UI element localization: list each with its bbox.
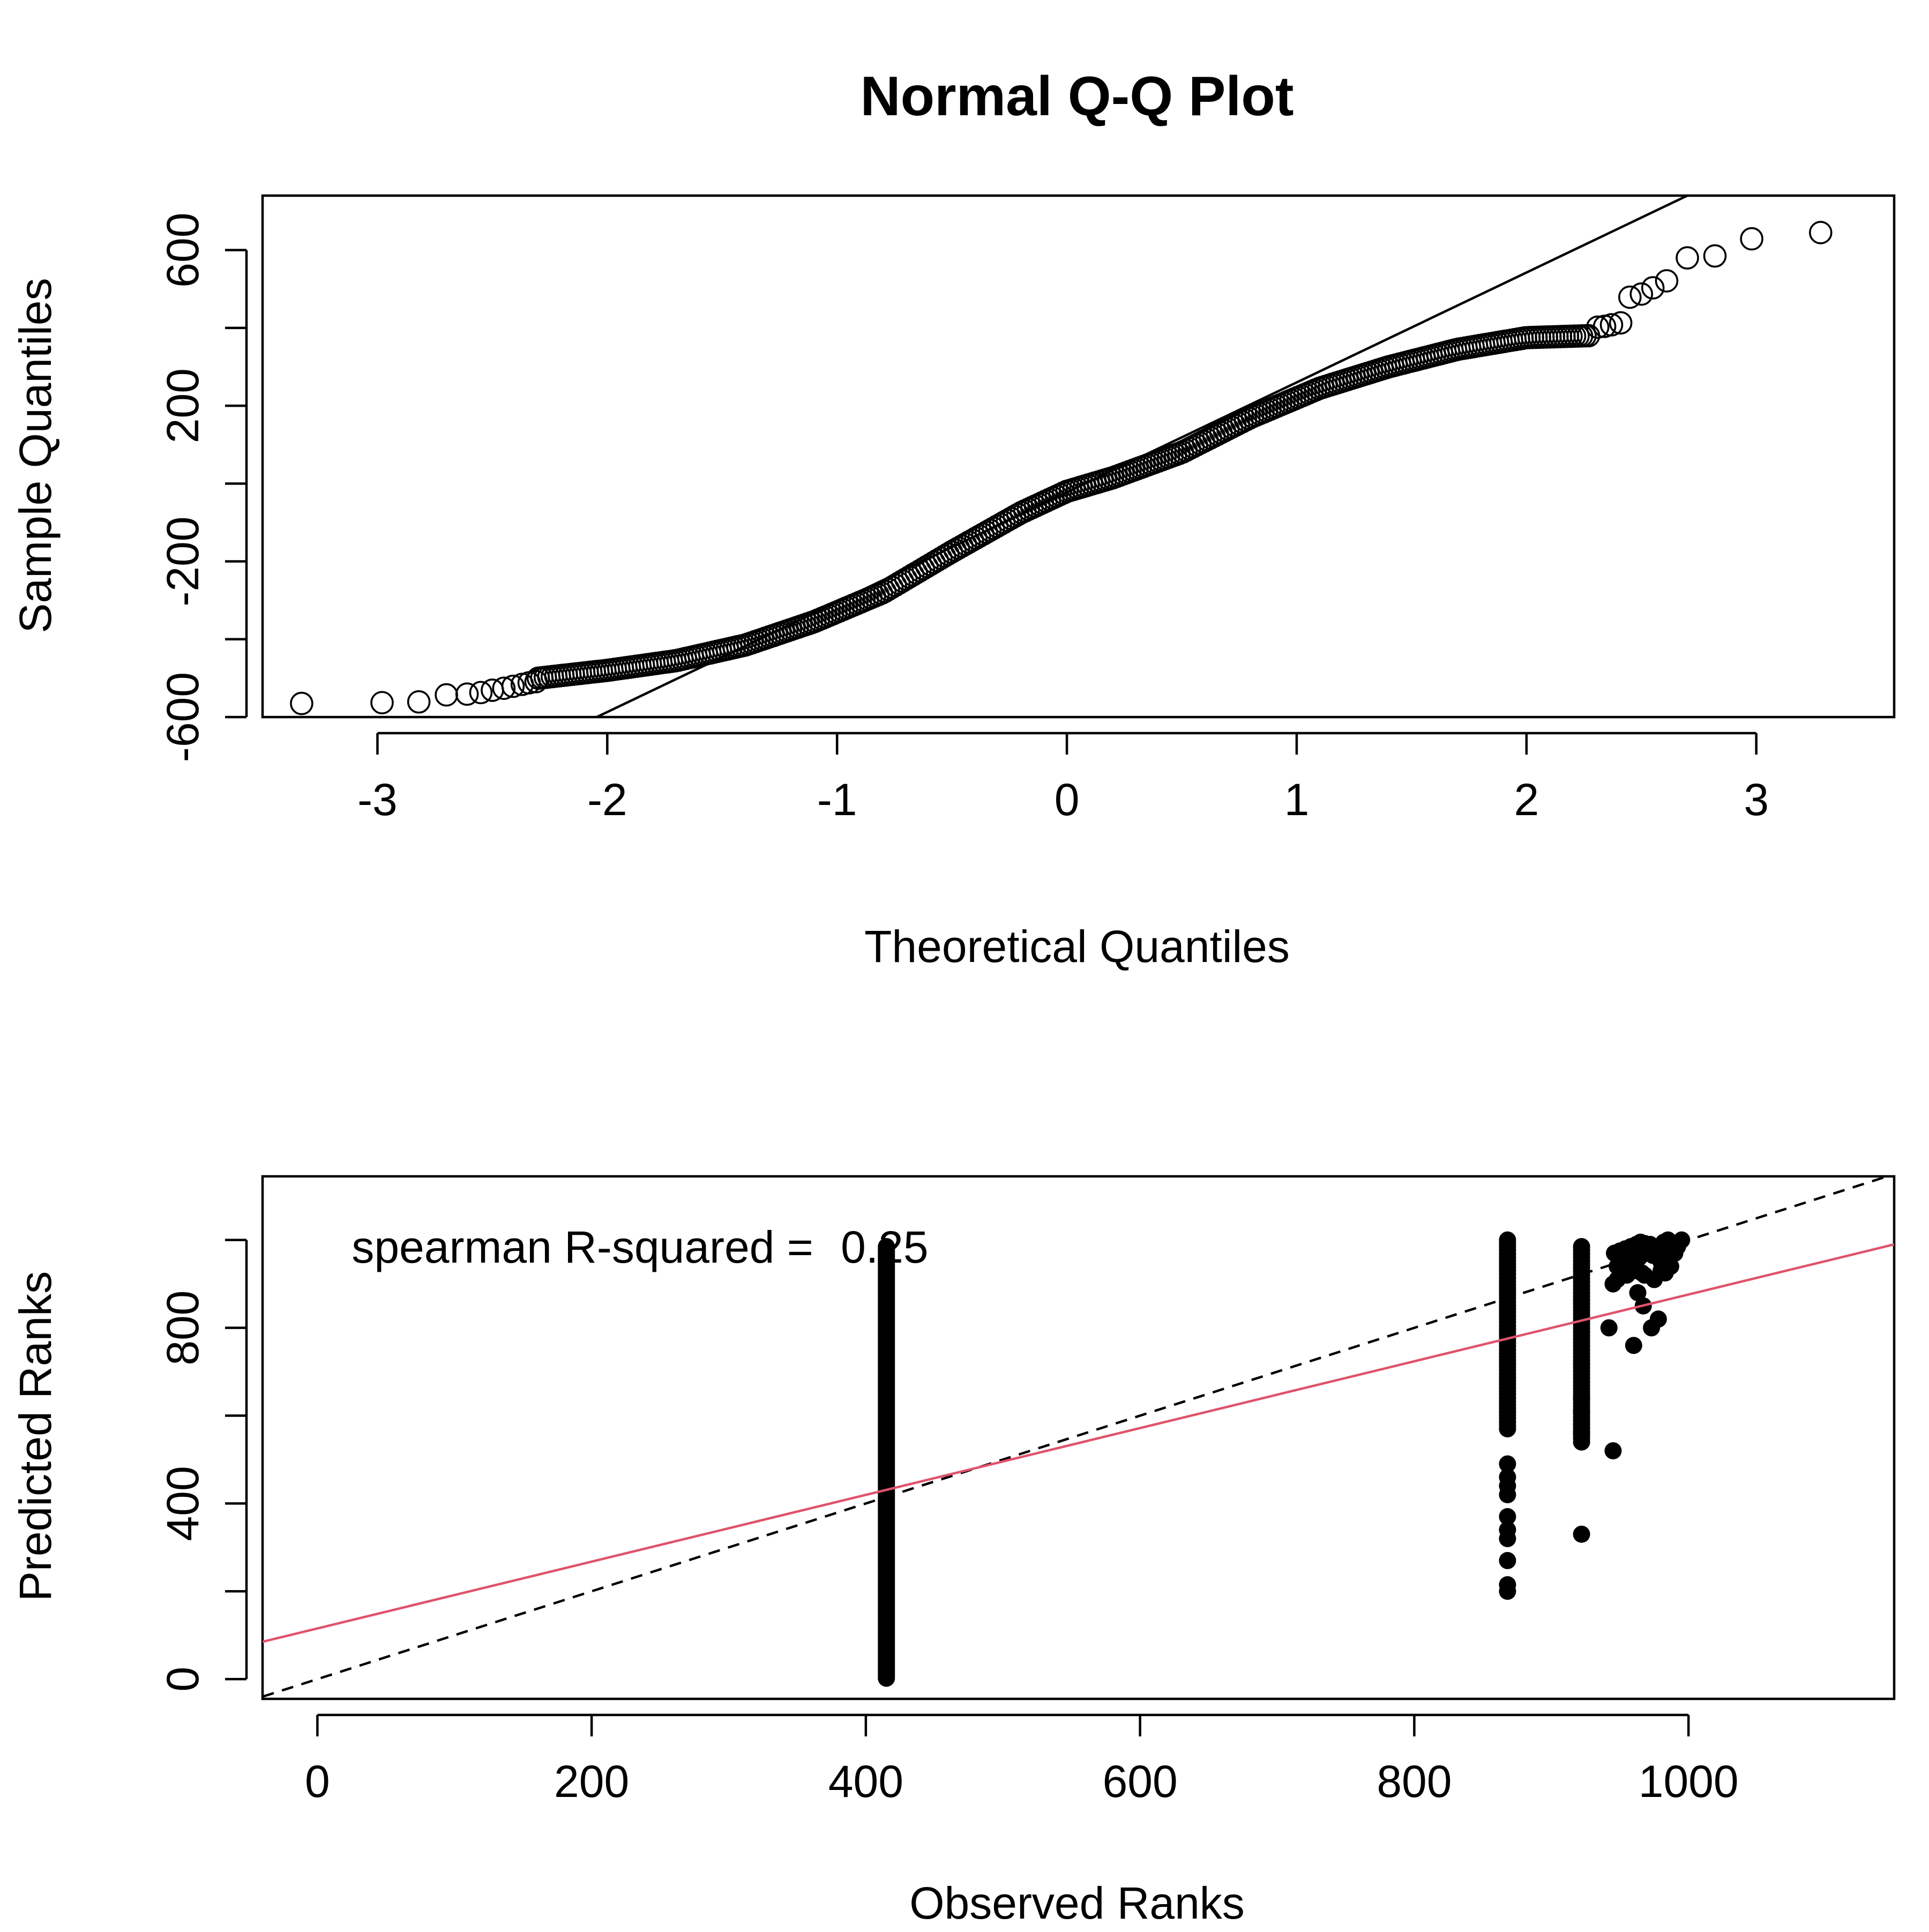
- rank-x-tick-label: 0: [305, 1756, 330, 1807]
- qq-y-tick-label: 600: [158, 213, 208, 288]
- rank-points: [878, 1231, 1691, 1687]
- qq-x-tick-label: -1: [817, 774, 857, 825]
- qq-tail-point: [435, 683, 458, 707]
- qq-points: [290, 221, 1833, 715]
- qq-x-tick-label: 1: [1284, 774, 1310, 825]
- rank-x-tick-label: 400: [828, 1756, 903, 1807]
- rank-point: [1499, 1576, 1516, 1593]
- rank-point: [1573, 1403, 1590, 1420]
- qq-tail-point: [1808, 221, 1833, 244]
- rank-point: [1600, 1319, 1618, 1337]
- qq-y-tick-label: -600: [158, 672, 208, 762]
- qq-plot-area: [261, 194, 1896, 719]
- qq-x-tick-label: -3: [357, 774, 398, 825]
- qq-x-tick-label: -2: [587, 774, 627, 825]
- qq-plot-frame: [261, 194, 1896, 719]
- rank-point: [1499, 1455, 1516, 1473]
- qq-tail-point: [517, 671, 541, 695]
- qq-tail-point: [492, 676, 516, 700]
- rank-point: [1573, 1389, 1590, 1407]
- rank-point: [878, 1238, 895, 1256]
- qq-y-tick-label: -200: [158, 516, 208, 606]
- qq-tail-point: [1655, 269, 1679, 293]
- rank-point: [1573, 1415, 1590, 1433]
- qq-tail-point: [469, 681, 493, 705]
- rank-y-axis: 0 400 800: [158, 1239, 248, 1692]
- qq-tail-point: [1609, 311, 1633, 335]
- rank-x-tick-label: 800: [1377, 1756, 1452, 1807]
- rank-fit-line: [263, 1243, 1894, 1643]
- qq-tail-point: [370, 691, 394, 714]
- rank-x-tick-label: 600: [1103, 1756, 1178, 1807]
- qq-tail-point: [455, 682, 479, 706]
- qq-x-tick-label: 3: [1744, 774, 1769, 825]
- rank-point: [1499, 1468, 1516, 1486]
- qq-tail-point: [1586, 315, 1610, 339]
- spearman-value: 0.25: [841, 1222, 929, 1272]
- rank-y-axis-label: Predicted Ranks: [10, 1271, 61, 1601]
- qq-y-tick-label: 200: [158, 368, 208, 443]
- rank-x-tick-label: 1000: [1639, 1756, 1739, 1807]
- rank-point: [1629, 1284, 1647, 1302]
- qq-tail-point: [407, 690, 431, 714]
- qq-tail-point: [524, 670, 548, 693]
- spearman-label: spearman R-squared =: [352, 1222, 826, 1272]
- rank-x-axis-label: Observed Ranks: [909, 1878, 1245, 1928]
- qq-tail-point: [501, 674, 525, 698]
- qq-tail-point: [1740, 227, 1763, 251]
- rank-y-tick-label: 400: [158, 1466, 208, 1541]
- rank-point: [1573, 1525, 1590, 1543]
- rank-point: [1673, 1231, 1691, 1249]
- rank-x-tick-label: 200: [554, 1756, 629, 1807]
- qq-x-tick-label: 2: [1514, 774, 1539, 825]
- qq-plot-panel: Normal Q-Q Plot Theoretical Quantiles Sa…: [10, 65, 1896, 972]
- rank-plot-frame: [261, 1175, 1896, 1700]
- qq-y-axis-label: Sample Quantiles: [10, 278, 61, 633]
- rank-y-tick-label: 800: [158, 1291, 208, 1366]
- rank-point: [1666, 1244, 1684, 1262]
- spearman-annotation: spearman R-squared = 0.25: [352, 1222, 928, 1272]
- qq-x-tick-label: 0: [1055, 774, 1080, 825]
- rank-point: [1499, 1551, 1516, 1569]
- qq-tail-point: [1629, 282, 1654, 306]
- rank-plot-area: [261, 1175, 1896, 1700]
- qq-tail-point: [290, 691, 313, 715]
- qq-tail-point: [1618, 285, 1642, 309]
- qq-x-axis: -3 -2 -1 0 1 2 3: [357, 732, 1769, 825]
- rank-point: [1662, 1257, 1679, 1275]
- qq-tail-point: [1641, 276, 1665, 300]
- qq-tail-point: [1599, 313, 1624, 337]
- rank-point: [1499, 1521, 1516, 1539]
- rank-point: [1499, 1508, 1516, 1525]
- qq-y-axis: -600 -200 200 600: [158, 213, 248, 762]
- rank-point: [1604, 1442, 1622, 1460]
- rank-x-axis: 0 200 400 600 800 1000: [305, 1713, 1739, 1807]
- rank-plot-panel: Observed Ranks Predicted Ranks 0 200 400 60…: [10, 1175, 1896, 1928]
- rank-point: [1499, 1231, 1516, 1249]
- qq-x-axis-label: Theoretical Quantiles: [864, 921, 1290, 972]
- qq-tail-point: [1676, 246, 1699, 270]
- qq-plot-title: Normal Q-Q Plot: [861, 65, 1294, 128]
- rank-y-tick-label: 0: [158, 1667, 208, 1692]
- rank-point: [1625, 1337, 1642, 1354]
- qq-tail-point: [1703, 244, 1727, 268]
- rank-point: [1573, 1238, 1590, 1256]
- rank-point: [1649, 1310, 1667, 1328]
